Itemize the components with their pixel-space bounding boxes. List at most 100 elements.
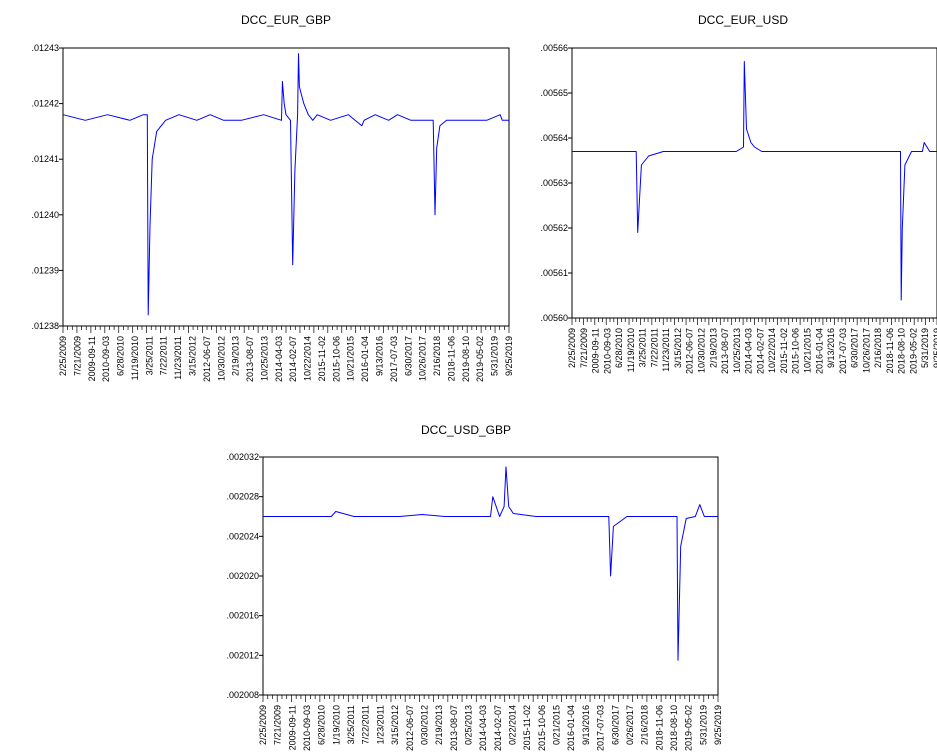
x-tick-label: 10/21/2015 bbox=[346, 336, 356, 381]
x-tick-label: 2019-05-02 bbox=[684, 705, 694, 751]
x-tick-label: 2017-07-03 bbox=[596, 705, 606, 751]
y-tick-label: .01239 bbox=[31, 265, 59, 275]
x-tick-label: 5/31/2019 bbox=[698, 705, 708, 745]
x-tick-label: 2018-11-06 bbox=[654, 705, 664, 750]
x-tick-label: 11/23/2011 bbox=[173, 336, 183, 380]
x-tick-label: 2010-09-03 bbox=[302, 705, 312, 751]
plot-frame bbox=[62, 47, 510, 327]
x-tick-label: 2015-10-06 bbox=[537, 705, 547, 751]
x-tick-label: 6/30/2017 bbox=[610, 705, 620, 745]
x-tick-label: 10/21/2015 bbox=[802, 328, 812, 373]
x-tick-label: 6/28/2010 bbox=[317, 705, 327, 745]
x-tick-label: 10/22/2014 bbox=[303, 336, 313, 381]
x-tick-label: 2014-04-03 bbox=[744, 328, 754, 374]
plot-area: .01238 .01239 .01240 .01241 .01242 .01243 2/25… bbox=[31, 43, 514, 382]
x-tick-label: 9/13/2016 bbox=[826, 328, 836, 368]
y-tick-label: .01242 bbox=[31, 99, 59, 109]
x-tick-label: 7/21/2009 bbox=[579, 328, 589, 368]
x-tick-label: 3/15/2012 bbox=[187, 336, 197, 376]
y-tick-label: .002016 bbox=[226, 611, 259, 621]
x-tick-label: 2019-08-10 bbox=[461, 336, 471, 382]
x-tick-label: 2/19/2013 bbox=[708, 328, 718, 368]
x-tick-label: 11/23/2011 bbox=[661, 328, 671, 372]
x-tick-label: 5/31/2019 bbox=[920, 328, 930, 368]
x-tick-label: 3/15/2012 bbox=[673, 328, 683, 368]
y-tick-label: .002028 bbox=[226, 492, 259, 502]
x-tick-label: 3/25/2011 bbox=[638, 328, 648, 367]
y-tick-label: .002008 bbox=[226, 690, 259, 700]
x-tick-label: 11/19/2010 bbox=[130, 336, 140, 380]
x-tick-label: 10/26/2017 bbox=[418, 336, 428, 381]
x-tick-label: 10/26/2017 bbox=[861, 328, 871, 373]
x-tick-label: 2015-11-02 bbox=[317, 336, 327, 381]
x-tick-label: 2015-11-02 bbox=[779, 328, 789, 373]
x-tick-label: 2012-06-07 bbox=[405, 705, 415, 751]
x-tick-label: 2018-11-06 bbox=[446, 336, 456, 381]
y-tick-label: .00560 bbox=[540, 313, 568, 323]
x-tick-label: 0/26/2017 bbox=[625, 705, 635, 745]
x-tick-label: 2018-11-06 bbox=[885, 328, 895, 373]
x-tick-label: 9/13/2016 bbox=[581, 705, 591, 745]
x-tick-label: 2009-09-11 bbox=[591, 328, 601, 373]
x-tick-label: 2014-04-03 bbox=[274, 336, 284, 382]
x-tick-label: 6/28/2010 bbox=[614, 328, 624, 368]
x-tick-label: 7/22/2011 bbox=[361, 705, 371, 744]
y-tick-label: .00561 bbox=[540, 268, 568, 278]
x-tick-label: 2017-07-03 bbox=[838, 328, 848, 374]
x-tick-label: 7/22/2011 bbox=[159, 336, 169, 375]
x-tick-label: 2/25/2009 bbox=[58, 336, 68, 376]
x-tick-label: 7/22/2011 bbox=[649, 328, 659, 367]
plot-frame bbox=[571, 47, 937, 319]
series-line bbox=[263, 466, 718, 661]
x-tick-label: 2018-08-10 bbox=[897, 328, 907, 374]
y-tick-label: .00565 bbox=[540, 88, 568, 98]
x-tick-label: 9/25/2019 bbox=[713, 705, 723, 745]
x-tick-label: 0/25/2013 bbox=[463, 705, 473, 745]
x-tick-label: 2019-05-02 bbox=[475, 336, 485, 382]
x-tick-label: 2014-04-03 bbox=[478, 705, 488, 751]
series-line bbox=[572, 61, 937, 301]
x-tick-label: 7/21/2009 bbox=[273, 705, 283, 745]
x-tick-label: 2012-06-07 bbox=[685, 328, 695, 374]
chart-title: DCC_USD_GBP bbox=[421, 423, 511, 437]
y-tick-label: .002012 bbox=[226, 650, 259, 660]
x-tick-label: 2/19/2013 bbox=[434, 705, 444, 745]
plot-frame bbox=[262, 456, 719, 696]
x-tick-label: 9/13/2016 bbox=[375, 336, 385, 376]
x-tick-label: 0/30/2012 bbox=[419, 705, 429, 745]
x-tick-label: 9/25/2019 bbox=[932, 328, 937, 368]
x-tick-label: 2016-01-04 bbox=[566, 705, 576, 751]
x-tick-label: 2/16/2018 bbox=[873, 328, 883, 368]
x-tick-label: 2013-08-07 bbox=[449, 705, 459, 751]
x-tick-label: 6/30/2017 bbox=[850, 328, 860, 368]
x-tick-label: 3/15/2012 bbox=[390, 705, 400, 745]
y-tick-label: .002024 bbox=[226, 531, 259, 541]
x-tick-label: 2/25/2009 bbox=[258, 705, 268, 745]
x-tick-label: 2017-07-03 bbox=[389, 336, 399, 382]
x-tick-label: 2010-09-03 bbox=[101, 336, 111, 382]
x-tick-label: 2014-02-07 bbox=[493, 705, 503, 751]
x-tick-label: 3/25/2011 bbox=[144, 336, 154, 375]
y-tick-label: .01238 bbox=[31, 321, 59, 331]
x-tick-label: 2015-11-02 bbox=[522, 705, 532, 750]
x-tick-label: 2015-10-06 bbox=[791, 328, 801, 374]
x-tick-label: 1/23/2011 bbox=[375, 705, 385, 744]
x-tick-label: 2014-02-07 bbox=[755, 328, 765, 374]
x-tick-label: 5/31/2019 bbox=[490, 336, 500, 376]
x-tick-label: 2018-08-10 bbox=[669, 705, 679, 751]
x-tick-label: 2009-09-11 bbox=[287, 705, 297, 750]
x-tick-label: 2016-01-04 bbox=[814, 328, 824, 374]
x-tick-label: 3/25/2011 bbox=[346, 705, 356, 744]
x-tick-label: 2016-01-04 bbox=[360, 336, 370, 382]
x-tick-label: 2013-08-07 bbox=[245, 336, 255, 382]
x-tick-label: 2012-06-07 bbox=[202, 336, 212, 382]
x-tick-label: 2014-02-07 bbox=[288, 336, 298, 382]
plot-area: .002008 .002012 .002016 .002020 .002024 .0020… bbox=[226, 452, 723, 751]
x-tick-label: 6/28/2010 bbox=[116, 336, 126, 376]
x-tick-label: 2/19/2013 bbox=[231, 336, 241, 376]
series-line bbox=[62, 53, 509, 316]
y-tick-label: .00564 bbox=[540, 133, 568, 143]
x-tick-label: 2009-09-11 bbox=[87, 336, 97, 381]
x-tick-label: 0/21/2015 bbox=[552, 705, 562, 745]
